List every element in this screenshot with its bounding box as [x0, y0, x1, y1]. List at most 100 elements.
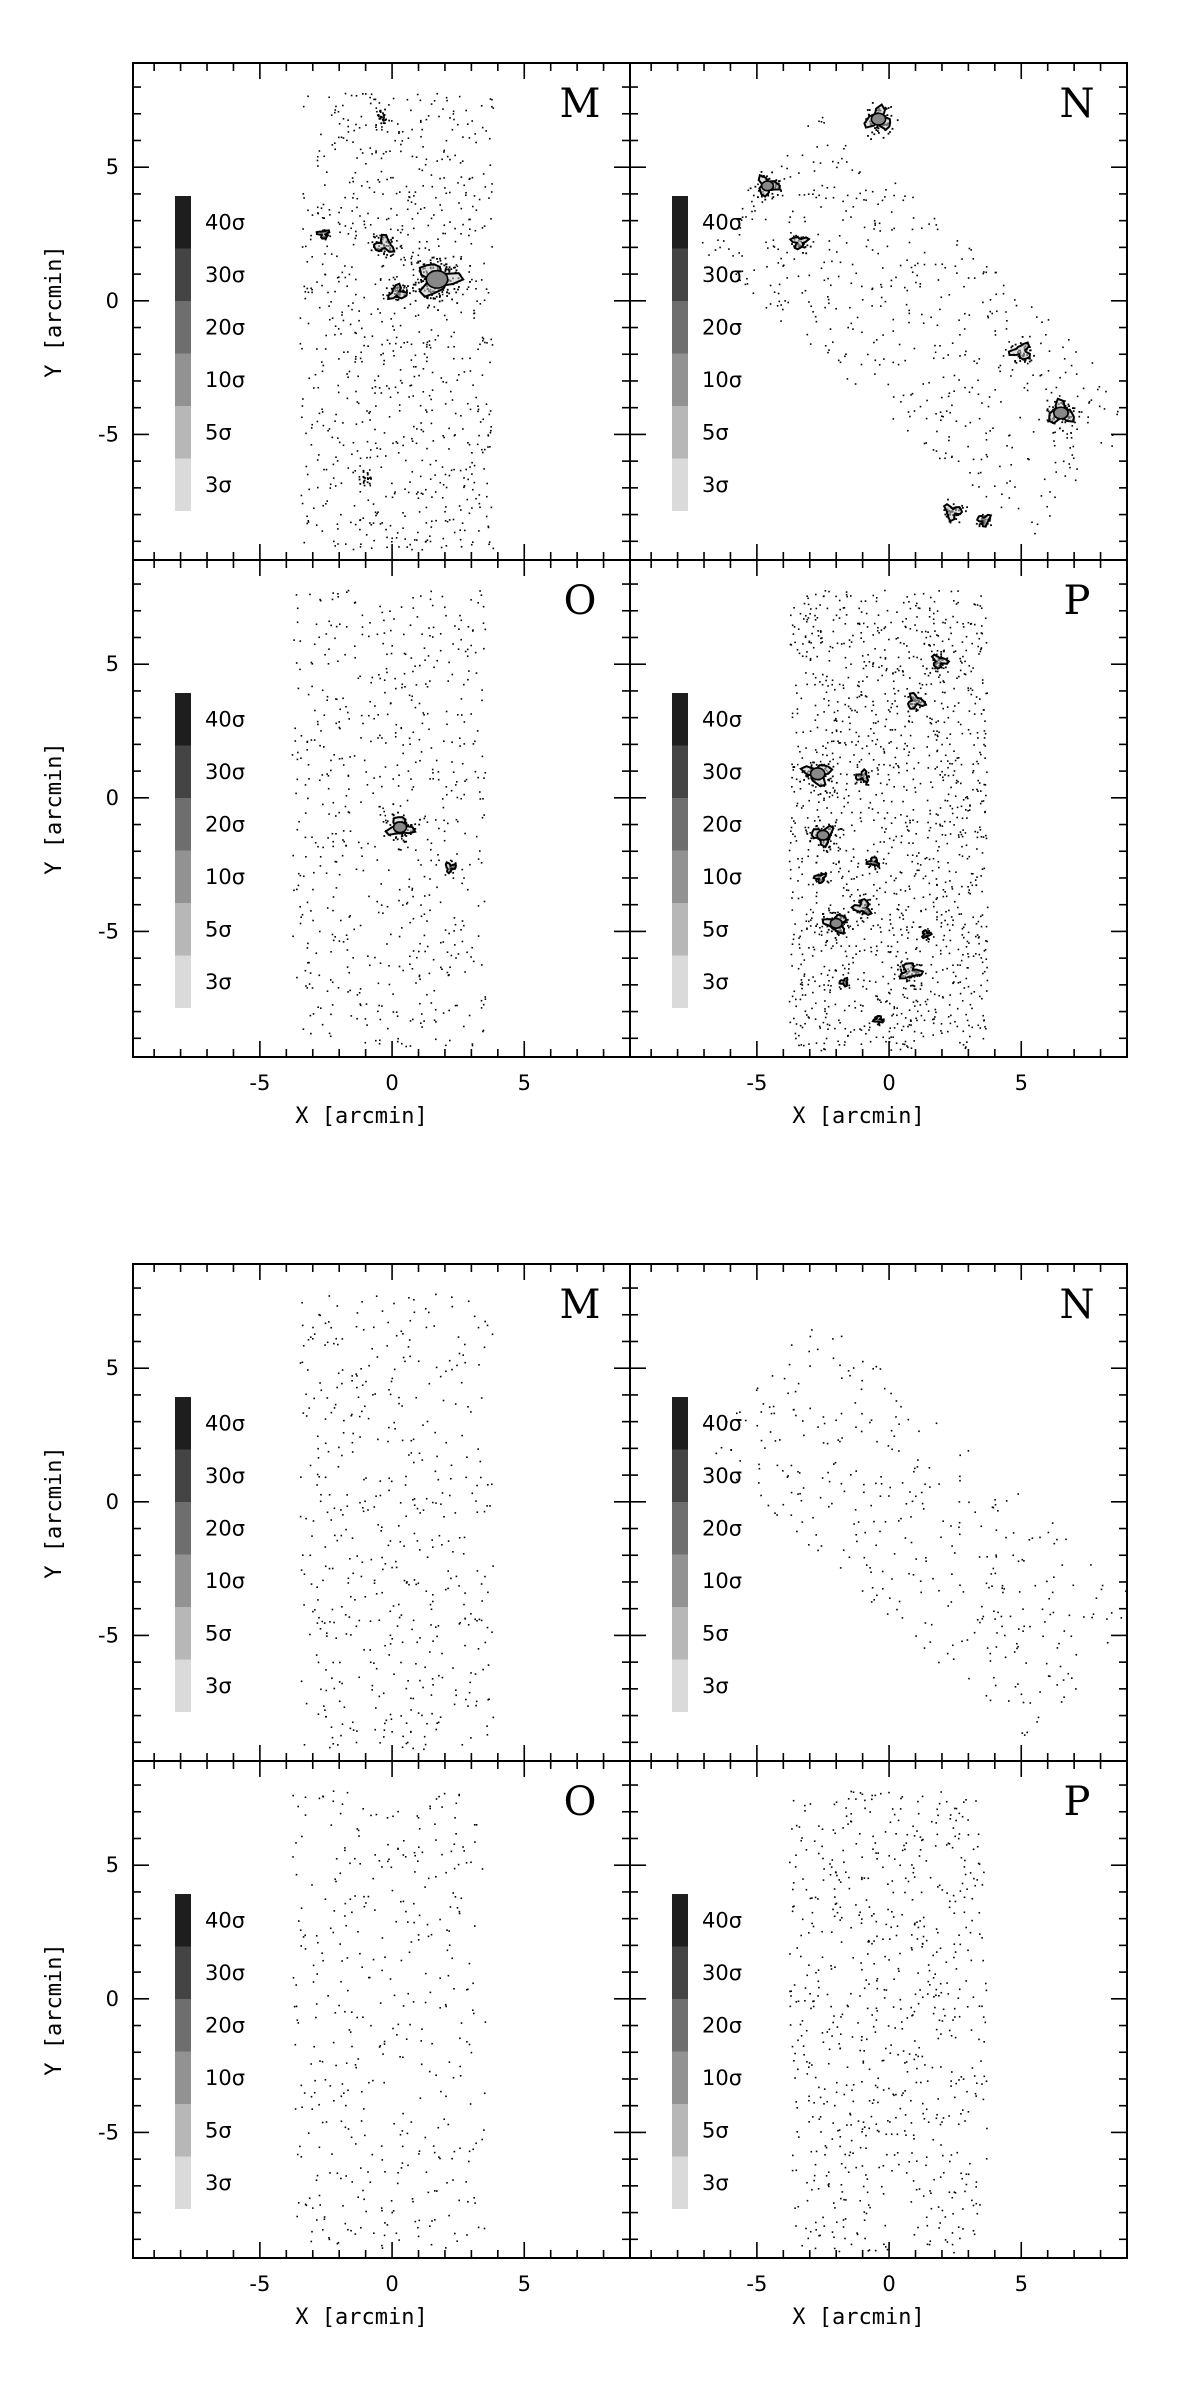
source-point	[468, 218, 470, 221]
source-point	[932, 956, 934, 958]
source-point	[984, 784, 987, 786]
cluster-point	[431, 256, 434, 259]
source-point	[792, 938, 795, 941]
source-point	[949, 880, 951, 882]
source-point	[334, 111, 336, 114]
source-point	[334, 420, 336, 422]
source-point	[898, 904, 900, 906]
source-point	[331, 144, 334, 146]
legend-label: 30σ	[205, 263, 245, 287]
source-point	[473, 464, 476, 467]
source-point	[378, 387, 381, 389]
source-point	[400, 727, 402, 729]
source-point	[831, 679, 834, 682]
source-point	[461, 882, 463, 885]
source-point	[402, 969, 404, 972]
source-point	[376, 455, 379, 458]
source-point	[809, 832, 811, 834]
source-point	[347, 305, 350, 307]
source-point	[402, 904, 404, 906]
source-point	[394, 278, 396, 281]
sigma-contour	[315, 229, 331, 240]
source-point	[430, 848, 432, 851]
source-point	[865, 189, 867, 192]
source-point	[358, 310, 360, 312]
source-point	[961, 817, 964, 820]
source-point	[898, 975, 900, 978]
source-point	[331, 436, 334, 439]
source-point	[816, 891, 818, 894]
source-point	[407, 846, 409, 849]
source-point	[342, 764, 345, 766]
source-point	[883, 800, 885, 802]
source-point	[985, 958, 988, 960]
source-point	[903, 996, 906, 998]
source-point	[797, 858, 799, 860]
cluster-point	[448, 269, 451, 272]
source-point	[361, 421, 364, 423]
source-point	[411, 788, 413, 791]
source-point	[474, 229, 477, 232]
cluster-point	[896, 119, 899, 122]
source-point	[461, 160, 464, 162]
source-point	[453, 930, 455, 932]
source-point	[404, 653, 407, 656]
source-point	[399, 231, 402, 234]
source-point	[463, 1025, 465, 1028]
source-point	[904, 195, 906, 197]
source-point	[390, 652, 393, 655]
source-point	[927, 767, 930, 769]
source-point	[488, 197, 490, 199]
cluster-point	[780, 190, 782, 192]
cluster-point	[920, 984, 923, 987]
source-point	[877, 924, 879, 926]
source-point	[386, 178, 388, 181]
source-point	[379, 312, 381, 314]
source-point	[417, 531, 419, 534]
source-point	[394, 736, 397, 738]
source-point	[882, 748, 885, 750]
source-point	[359, 1004, 362, 1007]
source-point	[429, 635, 431, 637]
source-point	[342, 319, 345, 322]
source-point	[385, 495, 387, 498]
source-point	[934, 630, 936, 632]
source-point	[460, 797, 462, 800]
source-point	[950, 590, 953, 593]
source-point	[359, 546, 362, 548]
source-point	[437, 778, 440, 781]
source-point	[902, 1043, 904, 1045]
source-point	[302, 228, 304, 230]
source-point	[429, 680, 431, 682]
source-point	[425, 506, 428, 509]
source-point	[488, 543, 490, 546]
cluster-point	[1052, 406, 1054, 409]
source-point	[929, 826, 932, 829]
source-point	[422, 263, 425, 266]
source-point	[418, 241, 421, 243]
source-point	[406, 546, 408, 548]
source-point	[966, 857, 969, 860]
cluster-point	[384, 119, 387, 122]
source-point	[432, 772, 434, 774]
source-point	[415, 761, 417, 764]
cluster-point	[827, 763, 830, 765]
source-point	[381, 611, 384, 614]
cluster-point	[450, 268, 453, 270]
cluster-point	[907, 710, 910, 713]
cluster-point	[390, 238, 392, 241]
source-point	[902, 394, 905, 397]
source-point	[409, 303, 412, 306]
cluster-point	[1014, 343, 1017, 346]
source-point	[957, 590, 959, 592]
source-point	[880, 286, 883, 288]
source-point	[1006, 320, 1008, 322]
source-point	[780, 257, 782, 260]
legend-swatch	[175, 458, 191, 511]
source-point	[836, 792, 839, 795]
cluster-point	[1066, 406, 1068, 409]
cluster-point	[940, 650, 943, 653]
source-point	[468, 271, 470, 273]
source-point	[400, 143, 402, 146]
source-point	[826, 1023, 829, 1026]
